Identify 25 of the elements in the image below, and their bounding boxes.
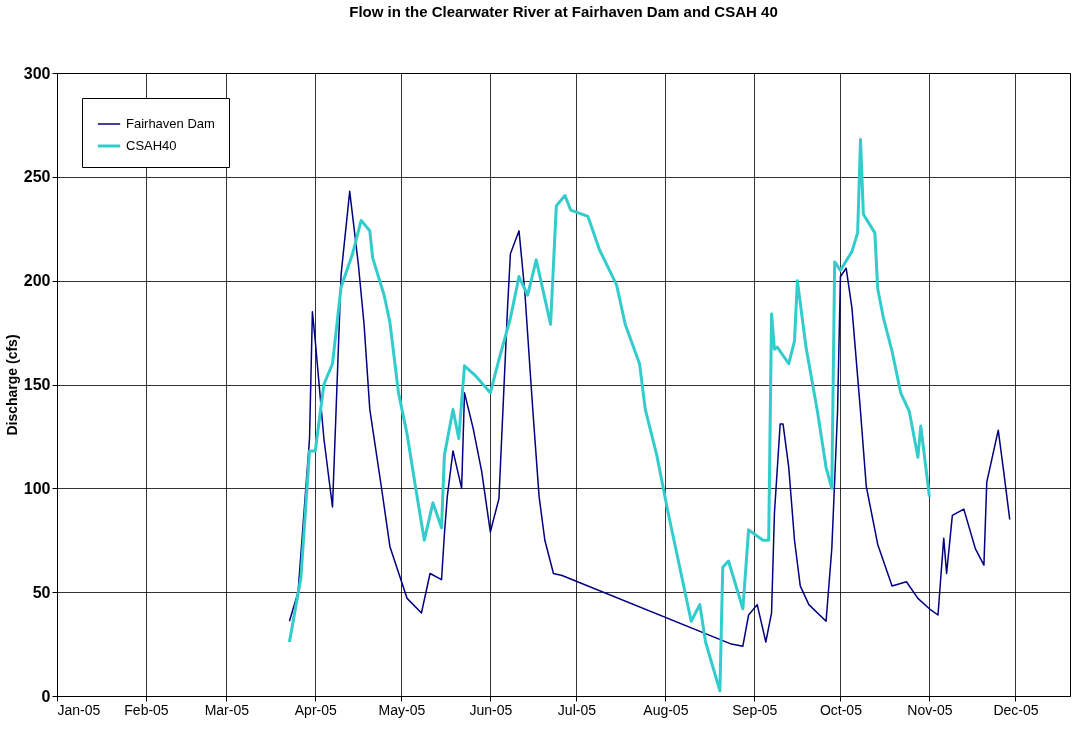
y-tick-label: 300 xyxy=(23,64,51,82)
x-tick-label: Sep-05 xyxy=(732,701,778,718)
x-tick-label: Jul-05 xyxy=(557,701,597,718)
x-tick-label: Aug-05 xyxy=(643,701,689,718)
y-tick-label: 0 xyxy=(41,687,51,705)
y-tick-label: 150 xyxy=(23,376,51,393)
x-tick-label: Jan-05 xyxy=(57,701,101,718)
x-tick-label: Dec-05 xyxy=(993,701,1039,718)
legend-label: CSAH40 xyxy=(126,138,177,153)
x-tick-label: Mar-05 xyxy=(204,701,250,718)
x-tick-label: Feb-05 xyxy=(124,701,169,718)
line-series xyxy=(287,137,931,693)
x-tick-label: Nov-05 xyxy=(907,701,953,718)
x-tick-label: Oct-05 xyxy=(819,701,863,718)
line-series xyxy=(288,190,1011,647)
y-axis-title: Discharge (cfs) xyxy=(3,334,20,436)
y-tick-label: 100 xyxy=(23,479,51,497)
y-tick-label: 250 xyxy=(23,168,51,186)
y-tick-label: 50 xyxy=(32,583,51,601)
legend-label: Fairhaven Dam xyxy=(126,116,215,131)
y-tick-label: 200 xyxy=(23,272,51,290)
x-tick-label: Apr-05 xyxy=(294,701,337,718)
x-tick-label: May-05 xyxy=(378,701,426,718)
x-tick-label: Jun-05 xyxy=(469,701,513,718)
chart-title: Flow in the Clearwater River at Fairhaven Dam and CSAH 40 xyxy=(349,3,778,20)
